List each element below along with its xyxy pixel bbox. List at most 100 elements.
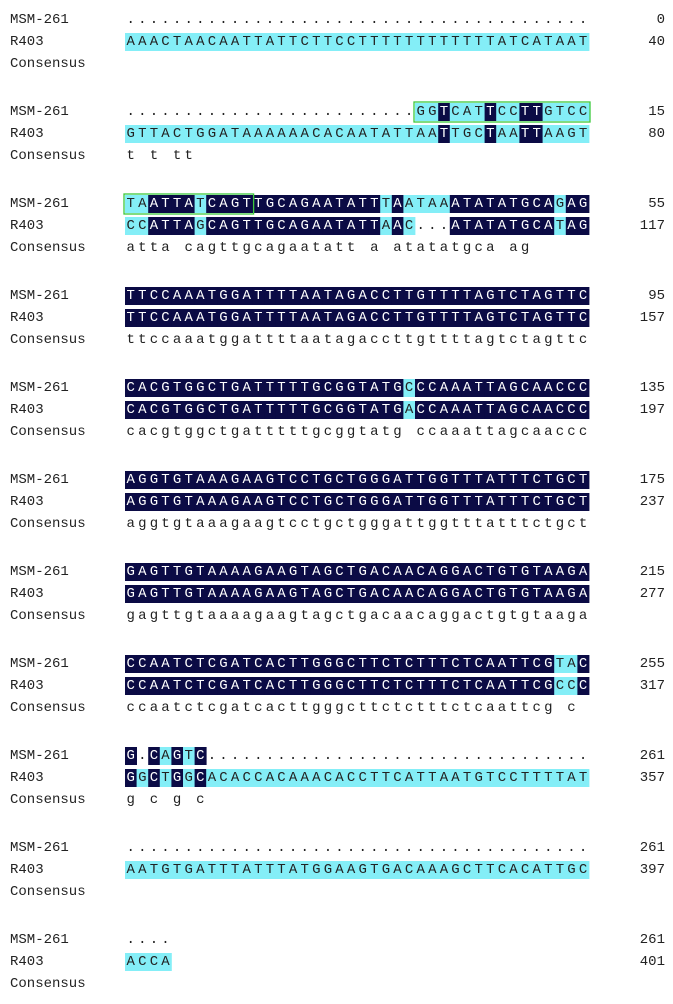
residue-highlight	[252, 655, 265, 673]
residue-highlight	[241, 563, 253, 581]
residue-highlight	[484, 563, 497, 581]
residue-highlight	[368, 309, 381, 327]
residue-highlight	[148, 493, 161, 511]
residue-highlight	[310, 769, 323, 787]
residue-highlight	[519, 287, 532, 305]
residue-highlight	[217, 379, 230, 397]
residue-highlight	[484, 103, 497, 121]
residue-highlight	[217, 217, 230, 235]
residue-highlight	[438, 493, 451, 511]
residue-highlight	[461, 769, 474, 787]
row-label: Consensus	[10, 516, 86, 532]
residue-highlight	[206, 769, 219, 787]
residue-highlight	[206, 861, 219, 879]
residue-highlight	[194, 677, 207, 695]
residue-highlight	[507, 493, 520, 511]
residue-highlight	[206, 379, 219, 397]
residue-highlight	[496, 769, 509, 787]
residue-highlight	[148, 195, 161, 213]
residue-highlight	[322, 401, 335, 419]
residue-highlight	[171, 195, 184, 213]
residue-highlight	[473, 401, 485, 419]
residue-highlight	[496, 33, 509, 51]
residue-highlight	[449, 655, 462, 673]
residue-highlight	[449, 309, 462, 327]
residue-highlight	[357, 379, 369, 397]
residue-highlight	[484, 379, 497, 397]
residue-highlight	[252, 493, 265, 511]
residue-highlight	[252, 401, 265, 419]
residue-highlight	[461, 563, 474, 581]
residue-highlight	[183, 769, 195, 787]
residue-highlight	[415, 379, 427, 397]
residue-highlight	[299, 585, 311, 603]
residue-highlight	[125, 471, 137, 489]
residue-highlight	[159, 309, 172, 327]
residue-highlight	[217, 309, 230, 327]
sequence: gagttgtaaaagaagtagctgacaacaggactgtgtaaga	[127, 608, 588, 624]
residue-highlight	[554, 217, 567, 235]
residue-highlight	[217, 677, 230, 695]
residue-highlight	[287, 125, 300, 143]
row-label: R403	[10, 862, 44, 878]
position-number: 397	[640, 862, 665, 878]
residue-highlight	[287, 861, 300, 879]
residue-highlight	[519, 655, 532, 673]
residue-highlight	[496, 861, 509, 879]
residue-highlight	[275, 471, 288, 489]
residue-highlight	[403, 401, 416, 419]
residue-highlight	[380, 655, 393, 673]
residue-highlight	[183, 195, 195, 213]
residue-highlight	[264, 861, 277, 879]
residue-highlight	[183, 471, 195, 489]
row-label: R403	[10, 218, 44, 234]
residue-highlight	[391, 217, 404, 235]
residue-highlight	[449, 563, 462, 581]
sequence: CC ATTA G CAGTTGCAGAATATT A A C... ATATATGCA T AG	[127, 218, 588, 234]
residue-highlight	[194, 493, 207, 511]
residue-highlight	[229, 33, 242, 51]
residue-highlight	[426, 655, 439, 673]
residue-highlight	[577, 217, 590, 235]
residue-highlight	[531, 563, 543, 581]
residue-highlight	[415, 33, 427, 51]
residue-highlight	[380, 287, 393, 305]
residue-highlight	[136, 401, 149, 419]
residue-highlight	[136, 677, 149, 695]
position-number: 175	[640, 472, 665, 488]
residue-highlight	[275, 769, 288, 787]
residue-highlight	[357, 585, 369, 603]
residue-highlight	[519, 379, 532, 397]
residue-highlight	[577, 471, 590, 489]
residue-highlight	[519, 861, 532, 879]
residue-highlight	[159, 195, 172, 213]
residue-highlight	[507, 33, 520, 51]
residue-highlight	[461, 125, 474, 143]
residue-highlight	[461, 309, 474, 327]
residue-highlight	[461, 217, 474, 235]
residue-highlight	[449, 471, 462, 489]
residue-highlight	[554, 563, 567, 581]
residue-highlight	[473, 769, 485, 787]
residue-highlight	[357, 677, 369, 695]
residue-highlight	[229, 309, 242, 327]
residue-highlight	[554, 287, 567, 305]
row-label: Consensus	[10, 792, 86, 808]
position-number: 117	[640, 218, 665, 234]
residue-highlight	[148, 861, 161, 879]
motif-box	[123, 193, 255, 215]
residue-highlight	[473, 677, 485, 695]
residue-highlight	[264, 401, 277, 419]
residue-highlight	[554, 769, 567, 787]
residue-highlight	[507, 195, 520, 213]
residue-highlight	[310, 493, 323, 511]
residue-highlight	[322, 655, 335, 673]
residue-highlight	[206, 585, 219, 603]
residue-highlight	[194, 195, 207, 213]
residue-highlight	[299, 769, 311, 787]
residue-highlight	[403, 33, 416, 51]
residue-highlight	[322, 471, 335, 489]
row-label: MSM-261	[10, 288, 69, 304]
motif-box	[413, 101, 591, 123]
residue-highlight	[391, 585, 404, 603]
